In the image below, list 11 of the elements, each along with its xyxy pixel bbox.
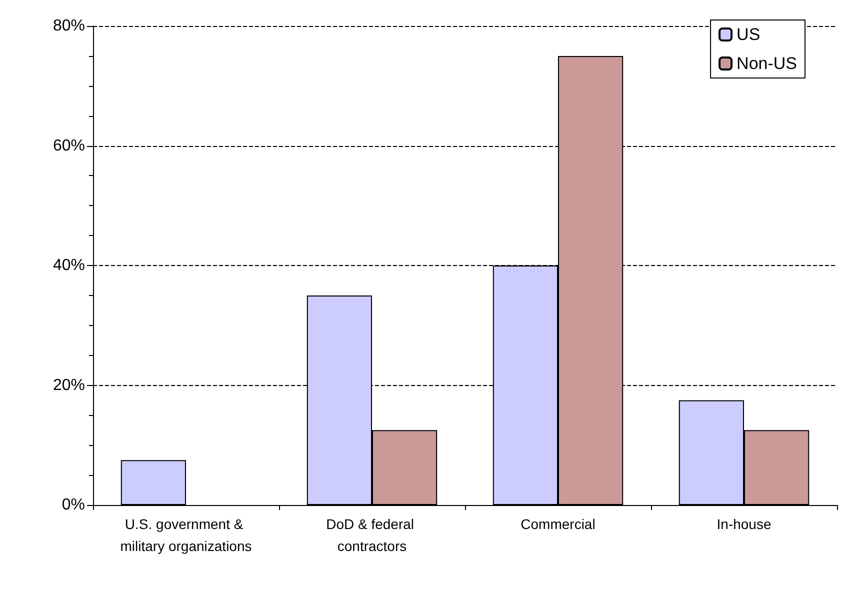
y-tick-label: 0% <box>62 496 85 514</box>
y-tick-label: 60% <box>52 137 85 154</box>
y-tick-label: 40% <box>52 257 85 274</box>
legend-label: US <box>736 25 760 44</box>
x-tick-label: U.S. government & military organizations <box>120 516 252 554</box>
legend-label: Non-US <box>736 54 798 73</box>
y-tick-label: 80% <box>52 18 85 34</box>
y-tick-label: 20% <box>52 376 85 394</box>
x-tick-label: Commercial <box>520 516 596 532</box>
x-tick-label: DoD & federal contractors <box>326 516 418 554</box>
x-tick-label: In-house <box>716 516 772 532</box>
